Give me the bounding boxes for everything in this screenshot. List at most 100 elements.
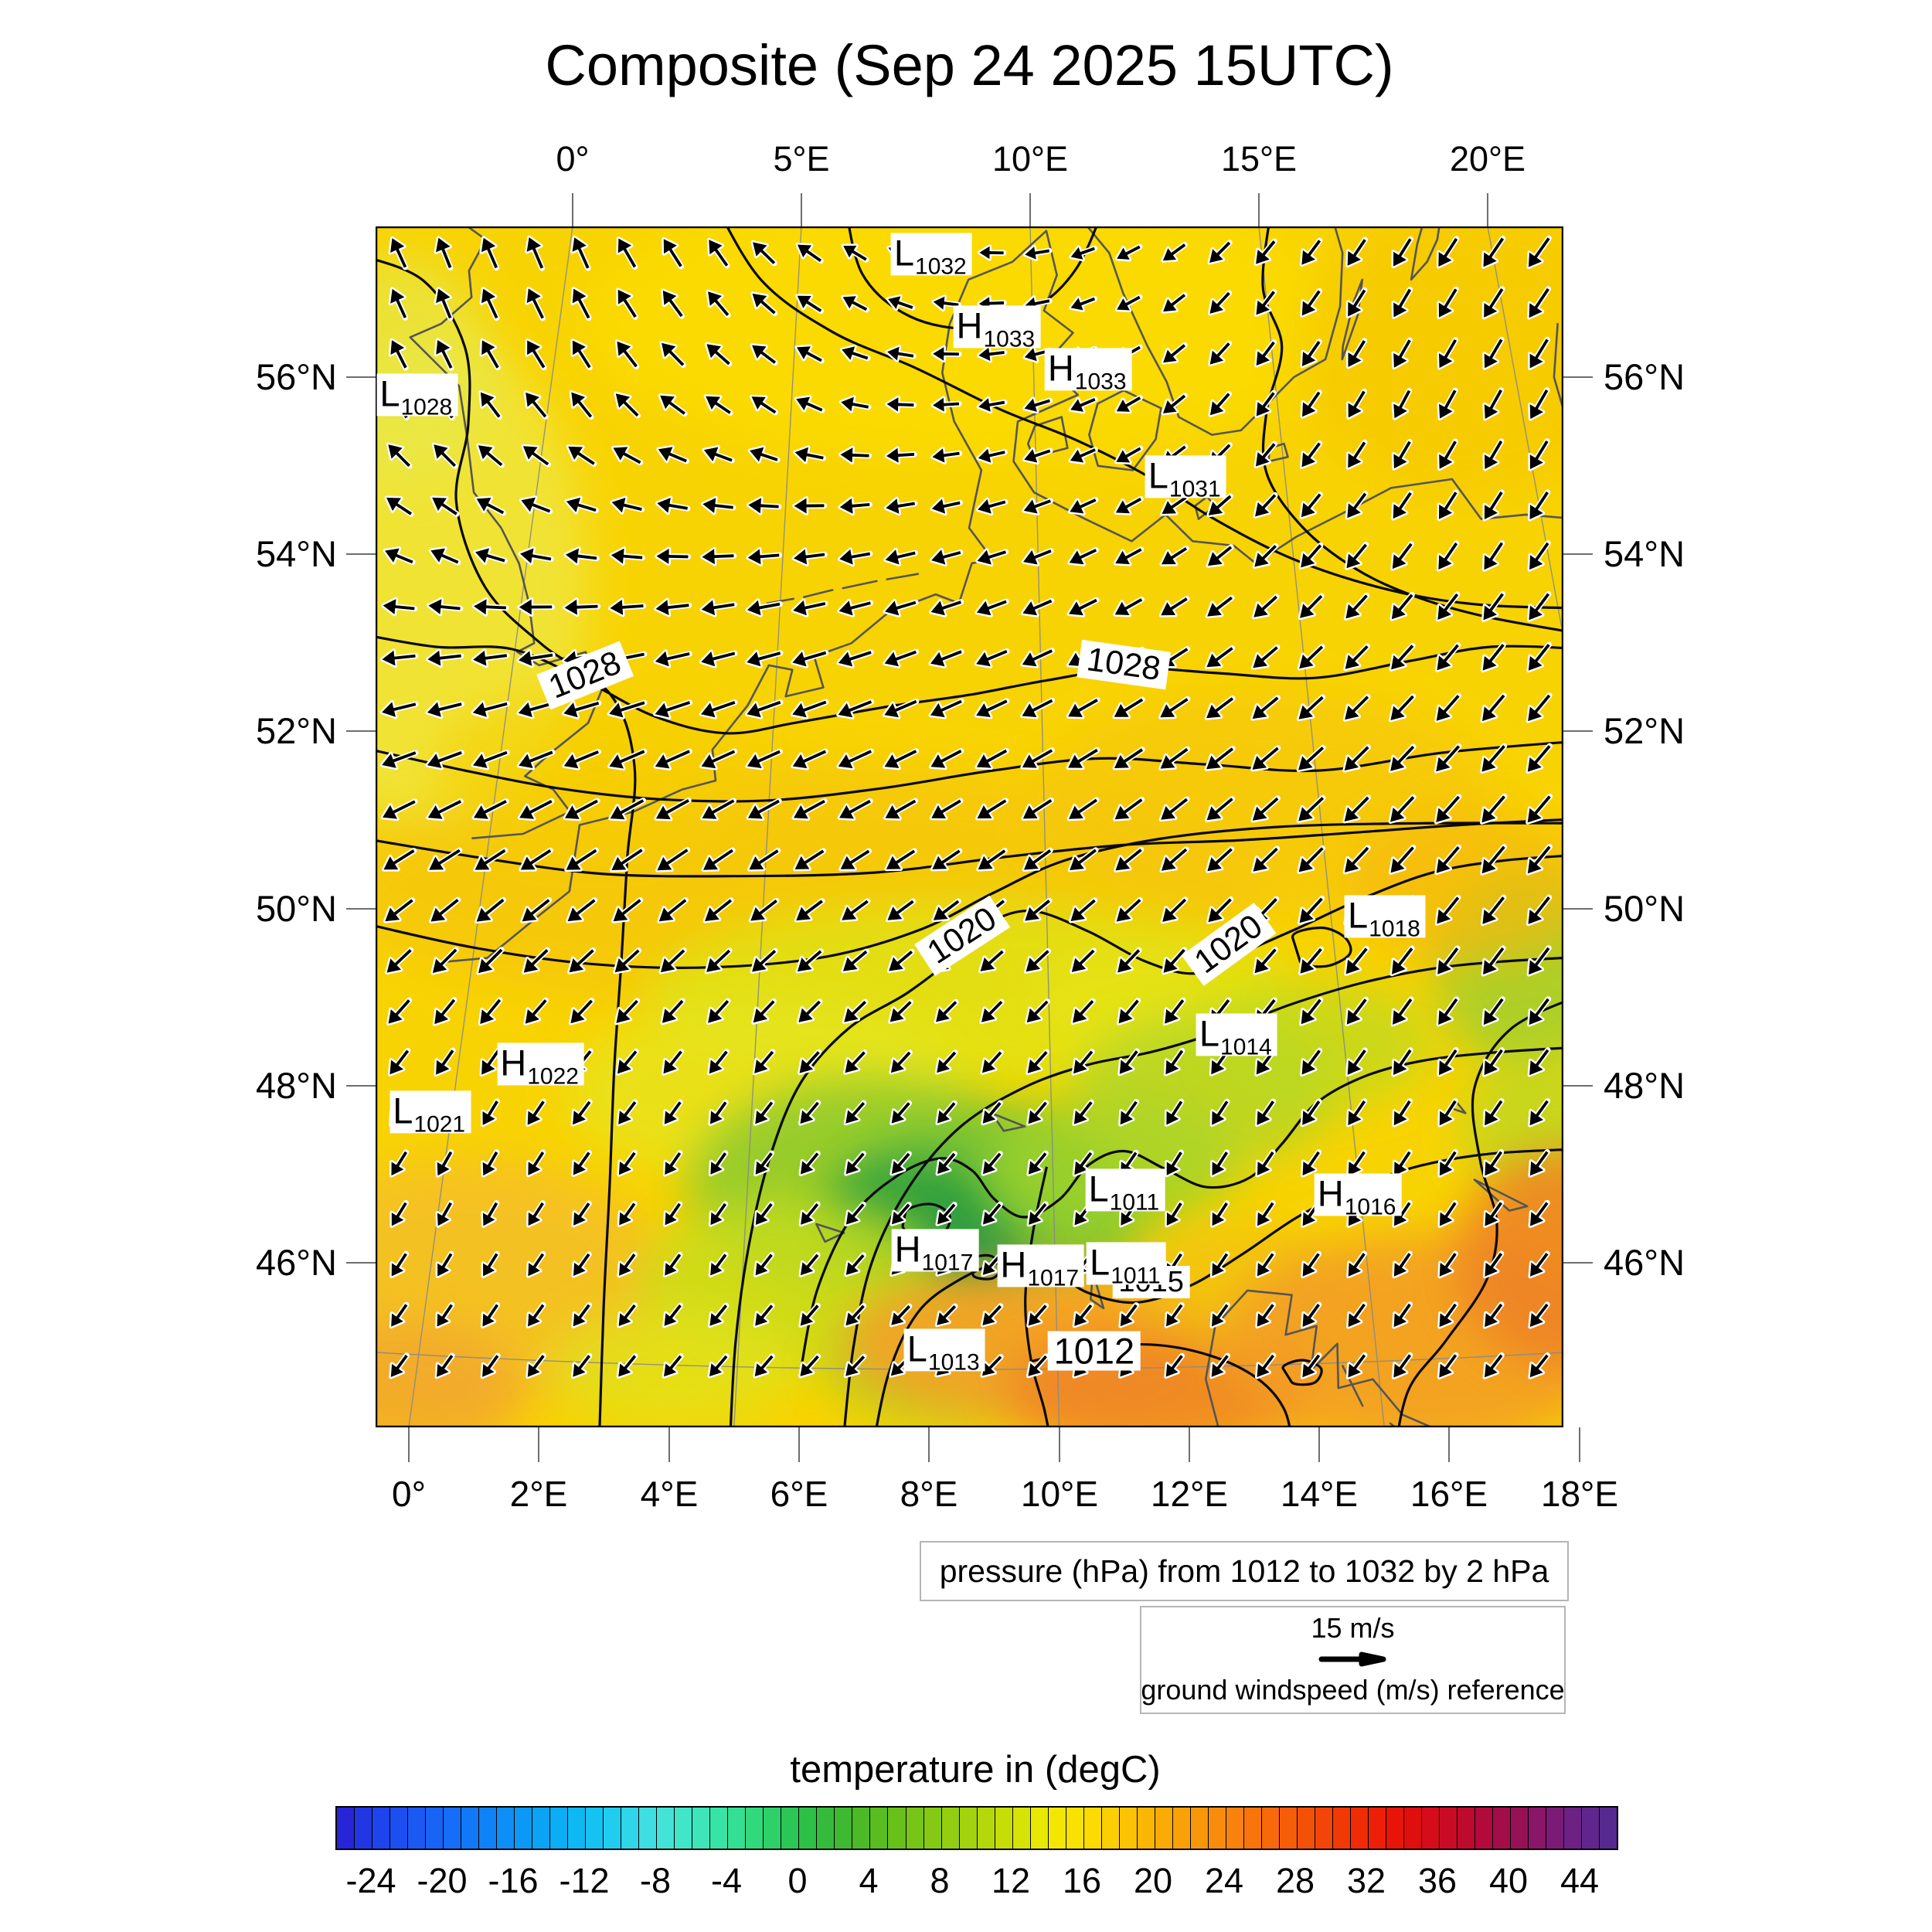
colorbar-segment — [1172, 1808, 1190, 1849]
colorbar-segment — [887, 1808, 906, 1849]
colorbar-segment — [585, 1808, 604, 1849]
tick-mark-right — [1563, 1085, 1593, 1087]
colorbar-segment — [1278, 1808, 1297, 1849]
colorbar-segment — [1029, 1808, 1048, 1849]
tick-mark-bottom — [1189, 1427, 1190, 1462]
colorbar-segment — [940, 1808, 959, 1849]
tick-mark-left — [346, 1262, 376, 1264]
tick-mark-top — [801, 193, 802, 226]
colorbar-segment — [1581, 1808, 1600, 1849]
colorbar-segment — [1492, 1808, 1511, 1849]
wind-reference-arrow-icon — [1318, 1651, 1386, 1667]
pressure-caption: pressure (hPa) from 1012 to 1032 by 2 hP… — [920, 1541, 1569, 1601]
tick-mark-bottom — [408, 1427, 410, 1462]
colorbar-segment — [514, 1808, 532, 1849]
tick-mark-left — [346, 730, 376, 732]
colorbar-tick-label: 24 — [1204, 1861, 1244, 1900]
colorbar-segment — [1118, 1808, 1137, 1849]
colorbar-tick-label: 44 — [1560, 1861, 1600, 1900]
colorbar-segment — [1456, 1808, 1475, 1849]
tick-mark-right — [1563, 908, 1593, 910]
colorbar-segment — [1563, 1808, 1582, 1849]
tick-mark-left — [346, 908, 376, 910]
wind-vector-field — [379, 235, 1553, 1379]
tick-mark-right — [1563, 553, 1593, 555]
colorbar-segment — [549, 1808, 568, 1849]
axis-label-left: 56°N — [255, 356, 337, 397]
tick-mark-top — [1487, 193, 1488, 226]
axis-label-bottom: 14°E — [1280, 1474, 1359, 1514]
colorbar-segment — [1332, 1808, 1350, 1849]
colorbar-segment — [976, 1808, 995, 1849]
wind-legend-box: 15 m/s ground windspeed (m/s) reference — [1140, 1606, 1566, 1714]
colorbar-segment — [532, 1808, 550, 1849]
colorbar-segment — [745, 1808, 764, 1849]
colorbar-segment — [1100, 1808, 1119, 1849]
colorbar-segment — [1207, 1808, 1226, 1849]
tick-mark-right — [1563, 376, 1593, 378]
colorbar-tick-label: 16 — [1062, 1861, 1102, 1900]
colorbar-segment — [638, 1808, 657, 1849]
colorbar-segment — [1528, 1808, 1546, 1849]
colorbar-segment — [674, 1808, 692, 1849]
colorbar-segment — [923, 1808, 941, 1849]
colorbar-segment — [389, 1808, 408, 1849]
colorbar-segment — [407, 1808, 426, 1849]
colorbar-tick-label: -12 — [559, 1861, 610, 1900]
colorbar-segment — [621, 1808, 639, 1849]
axis-label-right: 56°N — [1604, 356, 1685, 397]
tick-mark-bottom — [1059, 1427, 1060, 1462]
colorbar-segment — [603, 1808, 621, 1849]
colorbar-segment — [461, 1808, 479, 1849]
colorbar-segment — [994, 1808, 1012, 1849]
tick-mark-right — [1563, 1262, 1593, 1264]
colorbar-segment — [567, 1808, 586, 1849]
colorbar-segment — [656, 1808, 675, 1849]
colorbar-segment — [1314, 1808, 1332, 1849]
colorbar-segment — [1047, 1808, 1066, 1849]
tick-mark-bottom — [1579, 1427, 1580, 1462]
axis-label-top: 5°E — [773, 139, 830, 179]
colorbar-tick-label: 32 — [1346, 1861, 1386, 1900]
colorbar-title: temperature in (degC) — [790, 1749, 1161, 1791]
colorbar-segment — [1189, 1808, 1208, 1849]
colorbar-tick-label: 4 — [859, 1861, 879, 1900]
colorbar-segment — [1475, 1808, 1493, 1849]
coastlines — [409, 226, 1563, 1427]
wind-speed-label: 15 m/s — [1311, 1612, 1395, 1644]
colorbar-tick-label: 20 — [1133, 1861, 1173, 1900]
colorbar-segment — [1243, 1808, 1261, 1849]
axis-label-top: 0° — [556, 139, 590, 179]
axis-label-bottom: 8°E — [900, 1474, 958, 1514]
axis-label-bottom: 4°E — [640, 1474, 699, 1514]
tick-mark-bottom — [538, 1427, 539, 1462]
colorbar-segment — [781, 1808, 799, 1849]
colorbar-segment — [1349, 1808, 1368, 1849]
colorbar-segment — [496, 1808, 515, 1849]
axis-label-bottom: 0° — [392, 1474, 426, 1514]
colorbar-segment — [372, 1808, 390, 1849]
colorbar-segment — [1385, 1808, 1403, 1849]
axis-label-right: 48°N — [1604, 1065, 1685, 1106]
colorbar-tick-labels: -24 -20 -16 -12 -8 -4 0 4 8 12 16 20 24 28 32 36 40 44 — [0, 1861, 1932, 1907]
temperature-colorbar — [335, 1806, 1618, 1850]
colorbar-segment — [692, 1808, 710, 1849]
colorbar-tick-label: 40 — [1488, 1861, 1529, 1900]
colorbar-segment — [1260, 1808, 1279, 1849]
axis-label-left: 54°N — [255, 533, 337, 574]
axis-label-bottom: 2°E — [509, 1474, 568, 1514]
colorbar-segment — [798, 1808, 817, 1849]
axis-label-bottom: 10°E — [1020, 1474, 1099, 1514]
tick-mark-top — [1029, 193, 1031, 226]
axis-label-bottom: 12°E — [1150, 1474, 1229, 1514]
colorbar-tick-label: -24 — [345, 1861, 396, 1900]
axis-label-right: 46°N — [1604, 1242, 1685, 1283]
colorbar-tick-label: -16 — [488, 1861, 539, 1900]
axis-label-right: 54°N — [1604, 533, 1685, 574]
axis-label-bottom: 6°E — [770, 1474, 828, 1514]
colorbar-tick-label: -8 — [639, 1861, 671, 1900]
axis-label-left: 46°N — [255, 1242, 337, 1283]
colorbar-tick-label: -4 — [710, 1861, 742, 1900]
colorbar-tick-label: 28 — [1275, 1861, 1315, 1900]
